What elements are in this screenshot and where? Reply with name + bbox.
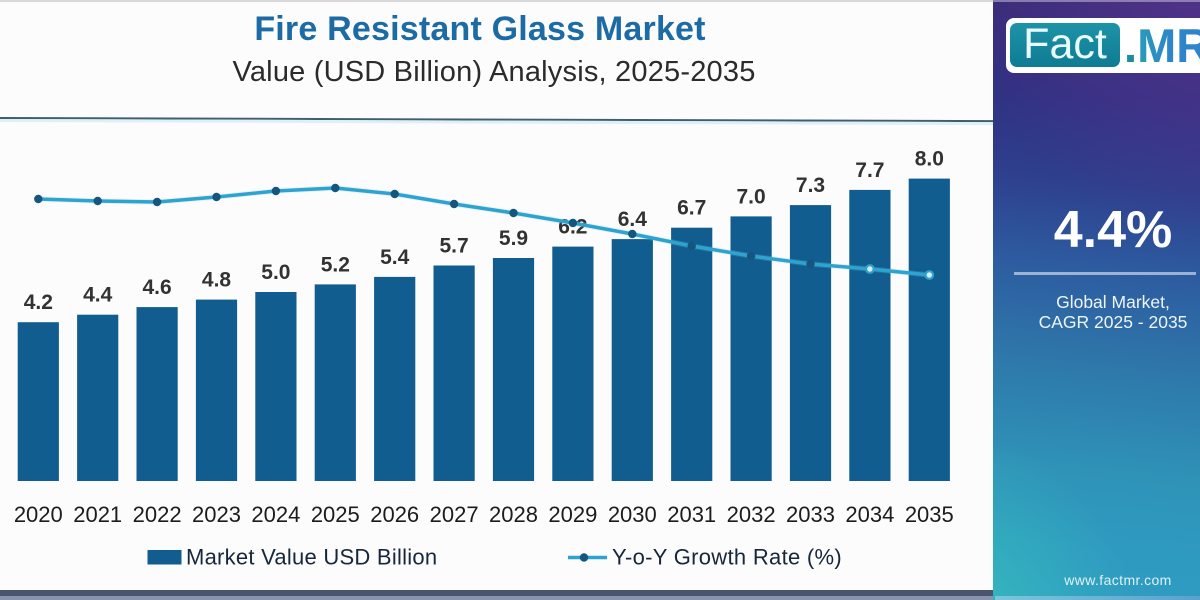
svg-text:2031: 2031	[667, 502, 716, 527]
svg-text:2023: 2023	[192, 502, 241, 527]
svg-text:6.4: 6.4	[618, 208, 648, 231]
svg-text:4.6: 4.6	[142, 276, 171, 299]
svg-text:2027: 2027	[430, 502, 479, 527]
svg-text:7.3: 7.3	[796, 174, 825, 197]
svg-text:5.0: 5.0	[261, 261, 290, 284]
svg-text:2032: 2032	[727, 502, 776, 527]
svg-text:Market Value USD Billion: Market Value USD Billion	[186, 545, 437, 570]
svg-text:4.2: 4.2	[24, 291, 53, 314]
svg-text:2029: 2029	[548, 502, 597, 527]
svg-text:2021: 2021	[73, 502, 122, 527]
svg-text:2026: 2026	[370, 502, 419, 527]
svg-text:5.9: 5.9	[499, 227, 528, 250]
svg-text:5.4: 5.4	[380, 246, 410, 269]
svg-text:5.7: 5.7	[439, 235, 468, 258]
svg-text:5.2: 5.2	[321, 253, 350, 276]
svg-text:2022: 2022	[133, 502, 182, 527]
svg-text:6.7: 6.7	[677, 197, 706, 220]
svg-text:2035: 2035	[905, 502, 954, 527]
svg-text:2020: 2020	[14, 502, 63, 527]
svg-text:2030: 2030	[608, 502, 657, 527]
svg-text:7.7: 7.7	[855, 159, 884, 182]
svg-text:Y-o-Y Growth Rate (%): Y-o-Y Growth Rate (%)	[612, 545, 842, 570]
svg-text:2024: 2024	[251, 502, 300, 527]
svg-text:4.8: 4.8	[202, 269, 232, 292]
svg-text:4.4: 4.4	[83, 284, 113, 307]
svg-text:2034: 2034	[845, 502, 894, 527]
svg-text:2025: 2025	[311, 502, 360, 527]
svg-text:2028: 2028	[489, 502, 538, 527]
svg-text:2033: 2033	[786, 502, 835, 527]
svg-text:7.0: 7.0	[736, 185, 765, 208]
svg-text:8.0: 8.0	[915, 148, 944, 171]
